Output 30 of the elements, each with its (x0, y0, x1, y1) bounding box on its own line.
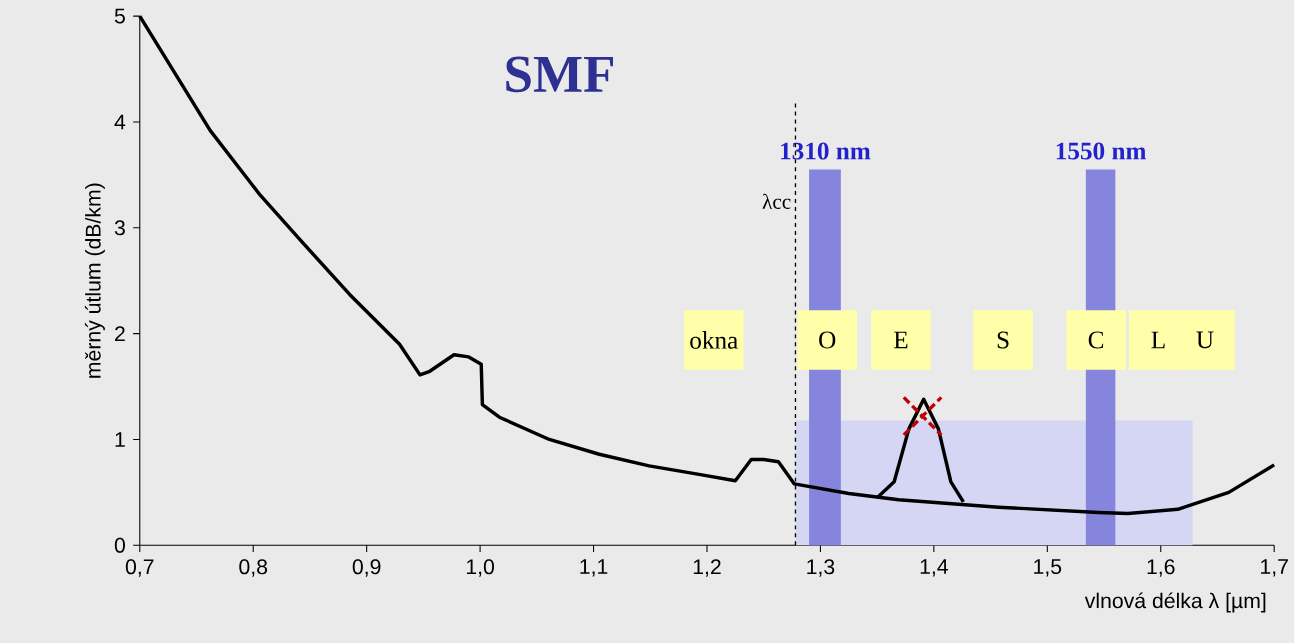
x-axis-title: vlnová délka λ [µm] (1084, 592, 1266, 613)
annotation: S (997, 331, 1009, 349)
x-tick-label: 1,3 (807, 559, 835, 577)
x-tick-label: 1,0 (466, 559, 495, 577)
x-tick-label: 1,2 (693, 559, 721, 577)
annotation: L (1151, 331, 1165, 349)
annotation: O (819, 331, 836, 349)
x-tick-label: 1,7 (1261, 559, 1288, 577)
x-tick-label: 1,4 (920, 559, 948, 577)
y-tick-label: 2 (115, 326, 125, 341)
x-tick-label: 0,7 (125, 559, 154, 577)
y-tick-label: 1 (115, 432, 125, 447)
x-tick-label: 1,1 (580, 559, 608, 577)
y-axis-title: měrný útlum (dB/km) (84, 183, 105, 378)
annotation: okna (690, 331, 738, 349)
x-tick-label: 0,8 (239, 559, 268, 577)
text: SMF (506, 56, 613, 93)
y-tick-label: 0 (114, 537, 125, 553)
x-tick-label: 1,6 (1147, 559, 1175, 577)
series-label: 1310 nm (781, 142, 871, 160)
y-tick-label: 3 (114, 220, 125, 236)
y-tick-label: 5 (114, 8, 125, 24)
series-label: 1550 nm (1056, 142, 1147, 160)
annotation: U (1196, 331, 1214, 349)
ref-line-label: λcc (762, 193, 791, 209)
x-tick-label: 0,9 (352, 559, 381, 577)
annotation: E (894, 331, 908, 349)
x-tick-label: 1,5 (1034, 559, 1062, 577)
annotation: C (1088, 331, 1104, 349)
y-tick-label: 4 (114, 114, 126, 130)
